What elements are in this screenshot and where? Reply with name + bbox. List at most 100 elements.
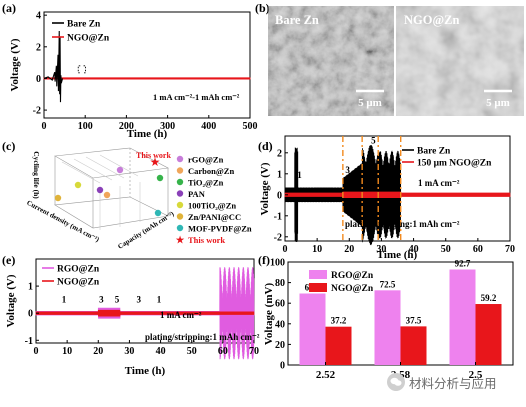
- bar-value-label: 92.7: [455, 259, 471, 269]
- x-tick-label: 30: [376, 244, 386, 255]
- bar-value-label: 59.2: [481, 293, 497, 303]
- legend-label-bare-zn: Bare Zn: [67, 20, 101, 30]
- panel-d-annotation-capacity: plating/stripping:1 mAh cm⁻²: [345, 219, 460, 229]
- y-tick-label: 0: [28, 309, 33, 320]
- panel-f-ylabel: Voltage (mV): [263, 283, 275, 346]
- series-ngo-line-e: [35, 309, 255, 317]
- panel-e-xlabel: Time (h): [125, 365, 166, 377]
- wechat-icon: [387, 373, 405, 391]
- panel-d-ylabel: Voltage (V): [259, 162, 271, 215]
- series-rgo-line-e: [35, 267, 255, 360]
- panel-c-label: (c): [2, 139, 15, 153]
- sem-title-bare-zn: Bare Zn: [275, 13, 319, 27]
- series-bare-zn-line: [43, 30, 64, 103]
- x-tick-label: 0: [34, 346, 39, 357]
- y-tick-label: 0: [277, 190, 282, 201]
- panel-c-zlabel: Cycling life (h): [32, 151, 41, 199]
- x-tick-label: 30: [124, 346, 134, 357]
- legend-label-rgo-f: RGO@Zn: [331, 271, 374, 281]
- y-tick-label-f: 80: [275, 278, 285, 289]
- legend-label: TiO₂@Zn: [188, 178, 224, 188]
- stage-label-e: 1: [157, 294, 162, 304]
- panel-d: (d) 0 10 20 30 40 50 60 70 -2 -1 0 1 2 1 3 5 3 Bare Zn …: [258, 135, 515, 261]
- bar-value-label: 37.5: [406, 315, 422, 325]
- y-tick-label: -2: [274, 232, 282, 243]
- legend-label-ngo-d: 150 μm NGO@Zn: [417, 159, 492, 169]
- panel-d-legend: Bare Zn 150 μm NGO@Zn: [402, 147, 492, 169]
- stage-label-e: 5: [115, 294, 120, 304]
- x-tick-label: 300: [160, 121, 175, 132]
- y-tick-label-f: 60: [275, 299, 285, 310]
- point-tio-zn: [156, 174, 164, 182]
- point-rgo-zn: [116, 166, 124, 174]
- bar-ngo-zn: [325, 326, 352, 365]
- bar-value-label: 72.5: [380, 279, 396, 289]
- legend-label: MOF-PVDF@Zn: [188, 224, 252, 234]
- legend-label-ngo-f: NGO@Zn: [331, 284, 374, 294]
- x-tick-label: 500: [243, 121, 258, 132]
- point-this-work: ★: [150, 155, 161, 169]
- stage-label-e: 1: [62, 294, 67, 304]
- this-work-annotation: This work: [136, 151, 171, 160]
- legend-marker: [176, 155, 184, 163]
- y-tick-label: 1: [277, 169, 282, 180]
- category-label: 2.52: [316, 369, 336, 381]
- y-tick-label-f: 20: [275, 340, 285, 351]
- panel-f: (f) 69.437.272.537.592.759.2 02040608010…: [258, 253, 514, 381]
- y-tick-label-f: 40: [275, 319, 285, 330]
- y-tick-label-f: 100: [270, 258, 285, 269]
- bar-rgo-zn: [449, 269, 476, 365]
- panel-c-3d-scatter: (c) ★ This work Cycling life (h) Current…: [2, 139, 252, 251]
- x-tick-label: 60: [218, 346, 228, 357]
- y-tick-label-f: 0: [280, 361, 285, 372]
- legend-swatch-ngo-f: [309, 283, 327, 292]
- legend-marker: [176, 190, 184, 197]
- legend-label: Carbon@Zn: [188, 166, 234, 176]
- watermark-text: 材料分析与应用: [409, 375, 497, 391]
- x-tick-label: 40: [156, 346, 166, 357]
- scale-label-right: 5 μm: [486, 97, 510, 109]
- y-tick-label: 2: [36, 42, 41, 53]
- legend-label: rGO@Zn: [188, 155, 224, 165]
- y-tick-label: 4: [36, 11, 41, 22]
- bar-ngo-zn: [475, 304, 502, 365]
- series-ngo-line-d: [284, 191, 511, 198]
- stage-label-e: 3: [99, 294, 104, 304]
- panel-a-annotation: 1 mA cm⁻²-1 mAh cm⁻²: [153, 92, 240, 102]
- x-tick-label: 40: [409, 244, 419, 255]
- panel-e-annotation-capacity: plating/stripping:1 mAh cm⁻²: [145, 332, 260, 342]
- x-tick-label: 100: [78, 121, 93, 132]
- point-pan: [96, 186, 104, 194]
- x-tick-label: 0: [42, 121, 47, 132]
- x-tick-label: 0: [283, 244, 288, 255]
- legend-label: Zn/PANI@CC: [188, 212, 241, 222]
- panel-a-label: (a): [2, 1, 16, 15]
- y-tick-label: 0: [36, 74, 41, 85]
- stage-label: 3: [345, 165, 350, 175]
- stage-label-e: 3: [137, 294, 142, 304]
- point-mof-pvdf-zn: [154, 209, 162, 217]
- x-tick-label: 50: [187, 346, 197, 357]
- panel-f-legend: RGO@Zn NGO@Zn: [309, 270, 374, 294]
- x-tick-label: 50: [441, 244, 451, 255]
- x-tick-label: 20: [344, 244, 354, 255]
- legend-label: 100TiO₂@Zn: [188, 201, 236, 211]
- sem-image-bare-zn: [268, 6, 394, 116]
- legend-swatch-rgo-f: [309, 270, 327, 279]
- y-tick-label: -1: [274, 211, 282, 222]
- panel-b-label: (b): [255, 1, 270, 15]
- panel-d-label: (d): [258, 139, 273, 153]
- bar-rgo-zn: [299, 293, 326, 365]
- legend-label: This work: [188, 235, 225, 245]
- watermark: 材料分析与应用: [387, 371, 523, 393]
- panel-a-frame: [43, 11, 251, 119]
- x-tick-label: 20: [93, 346, 103, 357]
- legend-label-bare-zn-d: Bare Zn: [417, 147, 451, 157]
- y-tick-label: -1: [25, 336, 33, 347]
- bar-rgo-zn: [374, 290, 401, 365]
- stage-label: 3: [395, 165, 400, 175]
- legend-marker: [176, 224, 184, 232]
- panel-a-xlabel: Time (h): [127, 128, 168, 140]
